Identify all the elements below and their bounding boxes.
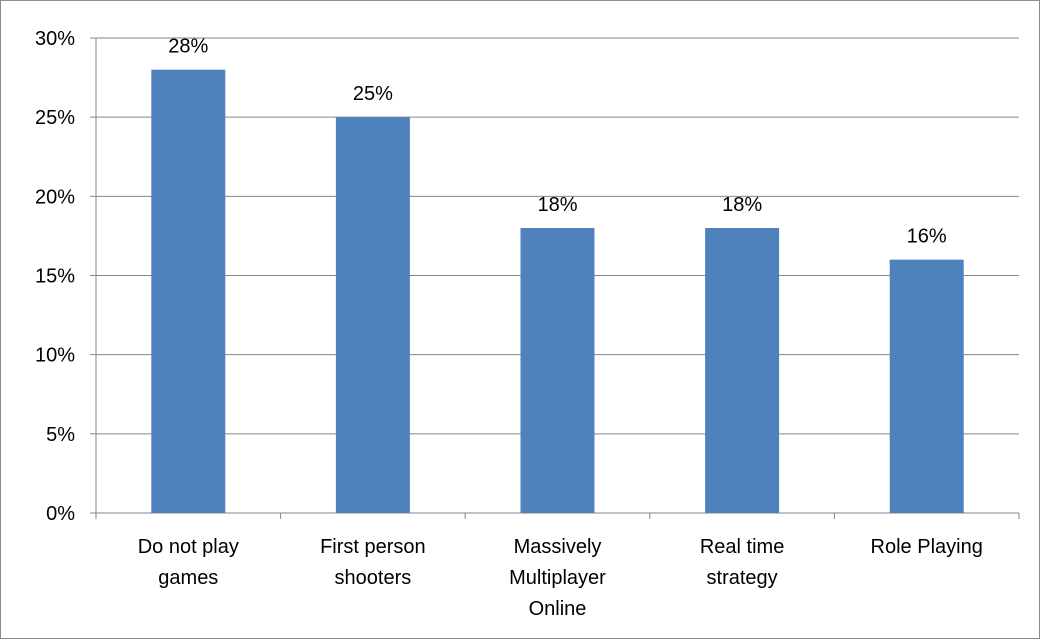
- data-label: 28%: [168, 36, 208, 58]
- x-tick-label-line: strategy: [707, 567, 778, 589]
- x-tick-label: Real time strategy: [700, 536, 784, 589]
- x-tick-label: Role Playing: [871, 536, 983, 558]
- bar: [520, 228, 595, 513]
- y-tick-label: 15%: [35, 266, 75, 288]
- x-tick-label: Massively Multiplayer Online: [509, 536, 606, 620]
- x-tick-label-line: Multiplayer: [509, 567, 606, 589]
- bar: [889, 259, 964, 513]
- data-label: 16%: [907, 226, 947, 248]
- bar: [705, 228, 780, 513]
- data-label: 25%: [353, 83, 393, 105]
- x-tick-label-line: shooters: [335, 567, 412, 589]
- x-tick-label-line: First person: [320, 536, 426, 558]
- x-tick-label-line: Role Playing: [871, 536, 983, 558]
- y-tick-label: 30%: [35, 28, 75, 50]
- y-tick-label: 25%: [35, 107, 75, 129]
- x-tick-label: First person shooters: [320, 536, 426, 589]
- x-tick-label-line: Real time: [700, 536, 784, 558]
- bar: [151, 69, 226, 514]
- bar: [335, 117, 410, 514]
- x-tick-label-line: Do not play: [138, 536, 239, 558]
- y-tick-label: 0%: [46, 503, 75, 525]
- data-label: 18%: [537, 194, 577, 216]
- y-tick-label: 20%: [35, 186, 75, 208]
- x-tick-label: Do not play games: [138, 536, 239, 589]
- data-label: 18%: [722, 194, 762, 216]
- x-tick-label-line: Massively: [514, 536, 602, 558]
- x-tick-label-line: games: [158, 567, 218, 589]
- y-tick-label: 10%: [35, 345, 75, 367]
- y-tick-label: 5%: [46, 424, 75, 446]
- x-tick-label-line: Online: [529, 598, 587, 620]
